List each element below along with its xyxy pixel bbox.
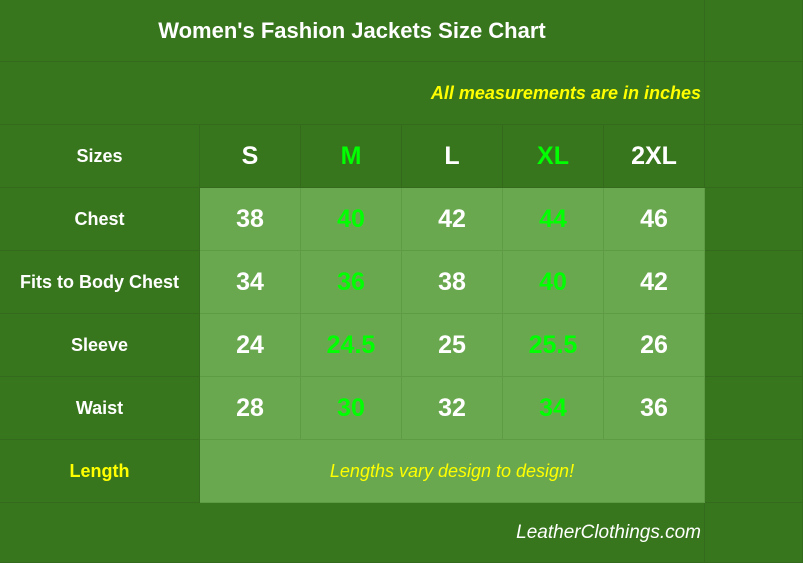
waist-2xl-value: 36 — [604, 377, 705, 440]
empty-cell — [705, 251, 803, 314]
row-label-sleeve: Sleeve — [0, 314, 200, 377]
sleeve-m-value: 24.5 — [301, 314, 402, 377]
body-chest-l-value: 38 — [402, 251, 503, 314]
chest-xl-value: 44 — [503, 188, 604, 251]
size-header-xl: XL — [503, 125, 604, 188]
body-chest-m-value: 36 — [301, 251, 402, 314]
sleeve-2xl-value: 26 — [604, 314, 705, 377]
size-header-l: L — [402, 125, 503, 188]
waist-l-value: 32 — [402, 377, 503, 440]
chart-title: Women's Fashion Jackets Size Chart — [0, 0, 705, 62]
row-label-fits-to-body-chest: Fits to Body Chest — [0, 251, 200, 314]
waist-xl-value: 34 — [503, 377, 604, 440]
empty-cell — [705, 377, 803, 440]
chest-m-value: 40 — [301, 188, 402, 251]
empty-cell — [705, 0, 803, 62]
waist-m-value: 30 — [301, 377, 402, 440]
body-chest-xl-value: 40 — [503, 251, 604, 314]
sleeve-l-value: 25 — [402, 314, 503, 377]
empty-cell — [705, 503, 803, 563]
sleeve-s-value: 24 — [200, 314, 301, 377]
row-label-length: Length — [0, 440, 200, 503]
waist-s-value: 28 — [200, 377, 301, 440]
row-label-waist: Waist — [0, 377, 200, 440]
sleeve-xl-value: 25.5 — [503, 314, 604, 377]
length-message: Lengths vary design to design! — [200, 440, 705, 503]
empty-cell — [705, 440, 803, 503]
measurement-note: All measurements are in inches — [0, 62, 705, 125]
size-header-2xl: 2XL — [604, 125, 705, 188]
empty-cell — [705, 125, 803, 188]
chest-2xl-value: 46 — [604, 188, 705, 251]
size-header-s: S — [200, 125, 301, 188]
body-chest-s-value: 34 — [200, 251, 301, 314]
empty-cell — [705, 62, 803, 125]
body-chest-2xl-value: 42 — [604, 251, 705, 314]
size-header-m: M — [301, 125, 402, 188]
empty-cell — [705, 314, 803, 377]
chest-l-value: 42 — [402, 188, 503, 251]
empty-cell — [705, 188, 803, 251]
row-label-chest: Chest — [0, 188, 200, 251]
sizes-header-label: Sizes — [0, 125, 200, 188]
site-watermark: LeatherClothings.com — [0, 503, 705, 563]
chest-s-value: 38 — [200, 188, 301, 251]
